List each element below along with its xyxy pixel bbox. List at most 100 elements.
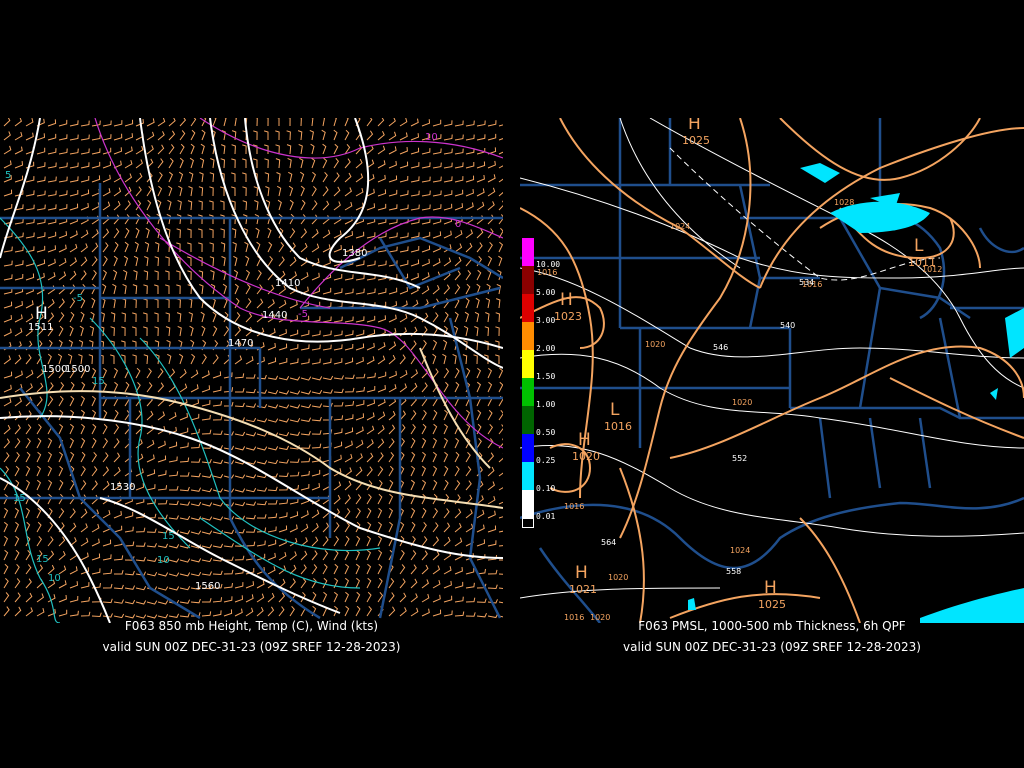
wind-barb [154, 326, 159, 337]
wind-barb [300, 272, 309, 281]
wind-barb [465, 494, 473, 505]
wind-barb [289, 524, 298, 533]
wind-barb [36, 133, 46, 141]
wind-barb [366, 329, 376, 337]
wind-barb [80, 189, 90, 197]
wind-barb [421, 162, 431, 169]
wind-barb [190, 129, 196, 141]
wind-barb [36, 369, 44, 379]
wind-barb [190, 571, 202, 577]
wind-barb [190, 428, 200, 435]
wind-barb [124, 526, 134, 533]
wind-barb [231, 172, 236, 182]
wind-barb [454, 367, 460, 379]
wind-barb [300, 199, 306, 211]
wind-barb [333, 522, 340, 533]
wind-barb [366, 232, 376, 239]
wind-barb [14, 246, 24, 253]
wind-barb [366, 203, 376, 211]
wind-barb [421, 550, 428, 561]
wind-barb [476, 381, 482, 393]
wind-barb [268, 499, 278, 505]
wind-barb [267, 486, 278, 492]
wind-barb [278, 213, 283, 225]
wind-barb [25, 607, 34, 617]
wind-barb [132, 354, 137, 365]
wind-barb [278, 592, 286, 603]
wind-barb [14, 397, 23, 407]
wind-barb [47, 272, 56, 281]
wind-barb [36, 245, 46, 253]
wind-barb [432, 162, 442, 169]
isotherm-cold [299, 216, 503, 309]
wind-barb [176, 298, 181, 309]
wind-barb [289, 511, 299, 519]
wind-barb [142, 312, 148, 322]
wind-barb [58, 162, 68, 169]
wind-barb [14, 563, 20, 575]
wind-barb [253, 158, 258, 168]
wind-barb [476, 188, 485, 197]
wind-barb [190, 369, 199, 379]
qpf-legend-swatch [522, 406, 534, 434]
wind-barb [421, 437, 427, 449]
isotherm-label: 15 [36, 554, 49, 565]
wind-barb [210, 270, 215, 281]
wind-barb [300, 578, 307, 589]
wind-barb [388, 287, 398, 295]
wind-barb [101, 297, 106, 309]
wind-barb [91, 297, 96, 309]
wind-barb [300, 403, 312, 409]
state-border [339, 236, 503, 280]
wind-barb [146, 410, 154, 421]
wind-barb [267, 552, 276, 561]
wind-barb [255, 227, 260, 239]
thickness-contour [649, 118, 1024, 389]
isotherm-warm [0, 217, 48, 419]
wind-barb [443, 479, 449, 491]
wind-barb [399, 354, 406, 365]
wind-barb [212, 543, 224, 549]
wind-barb [410, 176, 420, 183]
wind-barb [377, 232, 387, 239]
wind-barb [432, 312, 439, 323]
wind-barb [355, 466, 363, 477]
height-contour [0, 477, 111, 623]
wind-barb [322, 229, 331, 239]
wind-barb [322, 244, 331, 253]
wind-barb [267, 375, 279, 380]
wind-barb [146, 600, 158, 605]
wind-barb [388, 354, 396, 365]
wind-barb [388, 218, 398, 225]
isobar-label: 1016 [564, 613, 585, 622]
wind-barb [289, 498, 299, 505]
wind-barb [223, 609, 233, 617]
wind-barb [146, 367, 152, 379]
wind-barb [36, 423, 42, 435]
wind-barb [69, 451, 75, 463]
wind-barb [377, 425, 385, 435]
wind-barb [112, 283, 117, 295]
wind-barb [276, 172, 281, 183]
wind-barb [91, 175, 101, 183]
wind-barb [432, 190, 442, 197]
wind-barb [267, 313, 276, 323]
wind-barb [410, 451, 416, 463]
wind-barb [157, 158, 164, 169]
thickness-contour [619, 118, 741, 269]
wind-barb [179, 501, 191, 506]
map-850mb-panel: H 1511 1500 1500 1410 1440 1470 1380 1530 1560 10-… [0, 118, 503, 623]
wind-barb [168, 157, 174, 169]
wind-barb [256, 514, 267, 519]
wind-barb [300, 185, 305, 197]
wind-barb [399, 161, 409, 169]
high-pressure-symbol: H [688, 118, 701, 134]
wind-barb [322, 316, 332, 323]
wind-barb [233, 255, 238, 267]
wind-barb [300, 470, 310, 477]
qpf-legend-swatch [522, 294, 534, 322]
wind-barb [231, 144, 236, 155]
wind-barb [498, 601, 503, 604]
wind-barb [410, 550, 417, 561]
wind-barb [463, 325, 469, 337]
